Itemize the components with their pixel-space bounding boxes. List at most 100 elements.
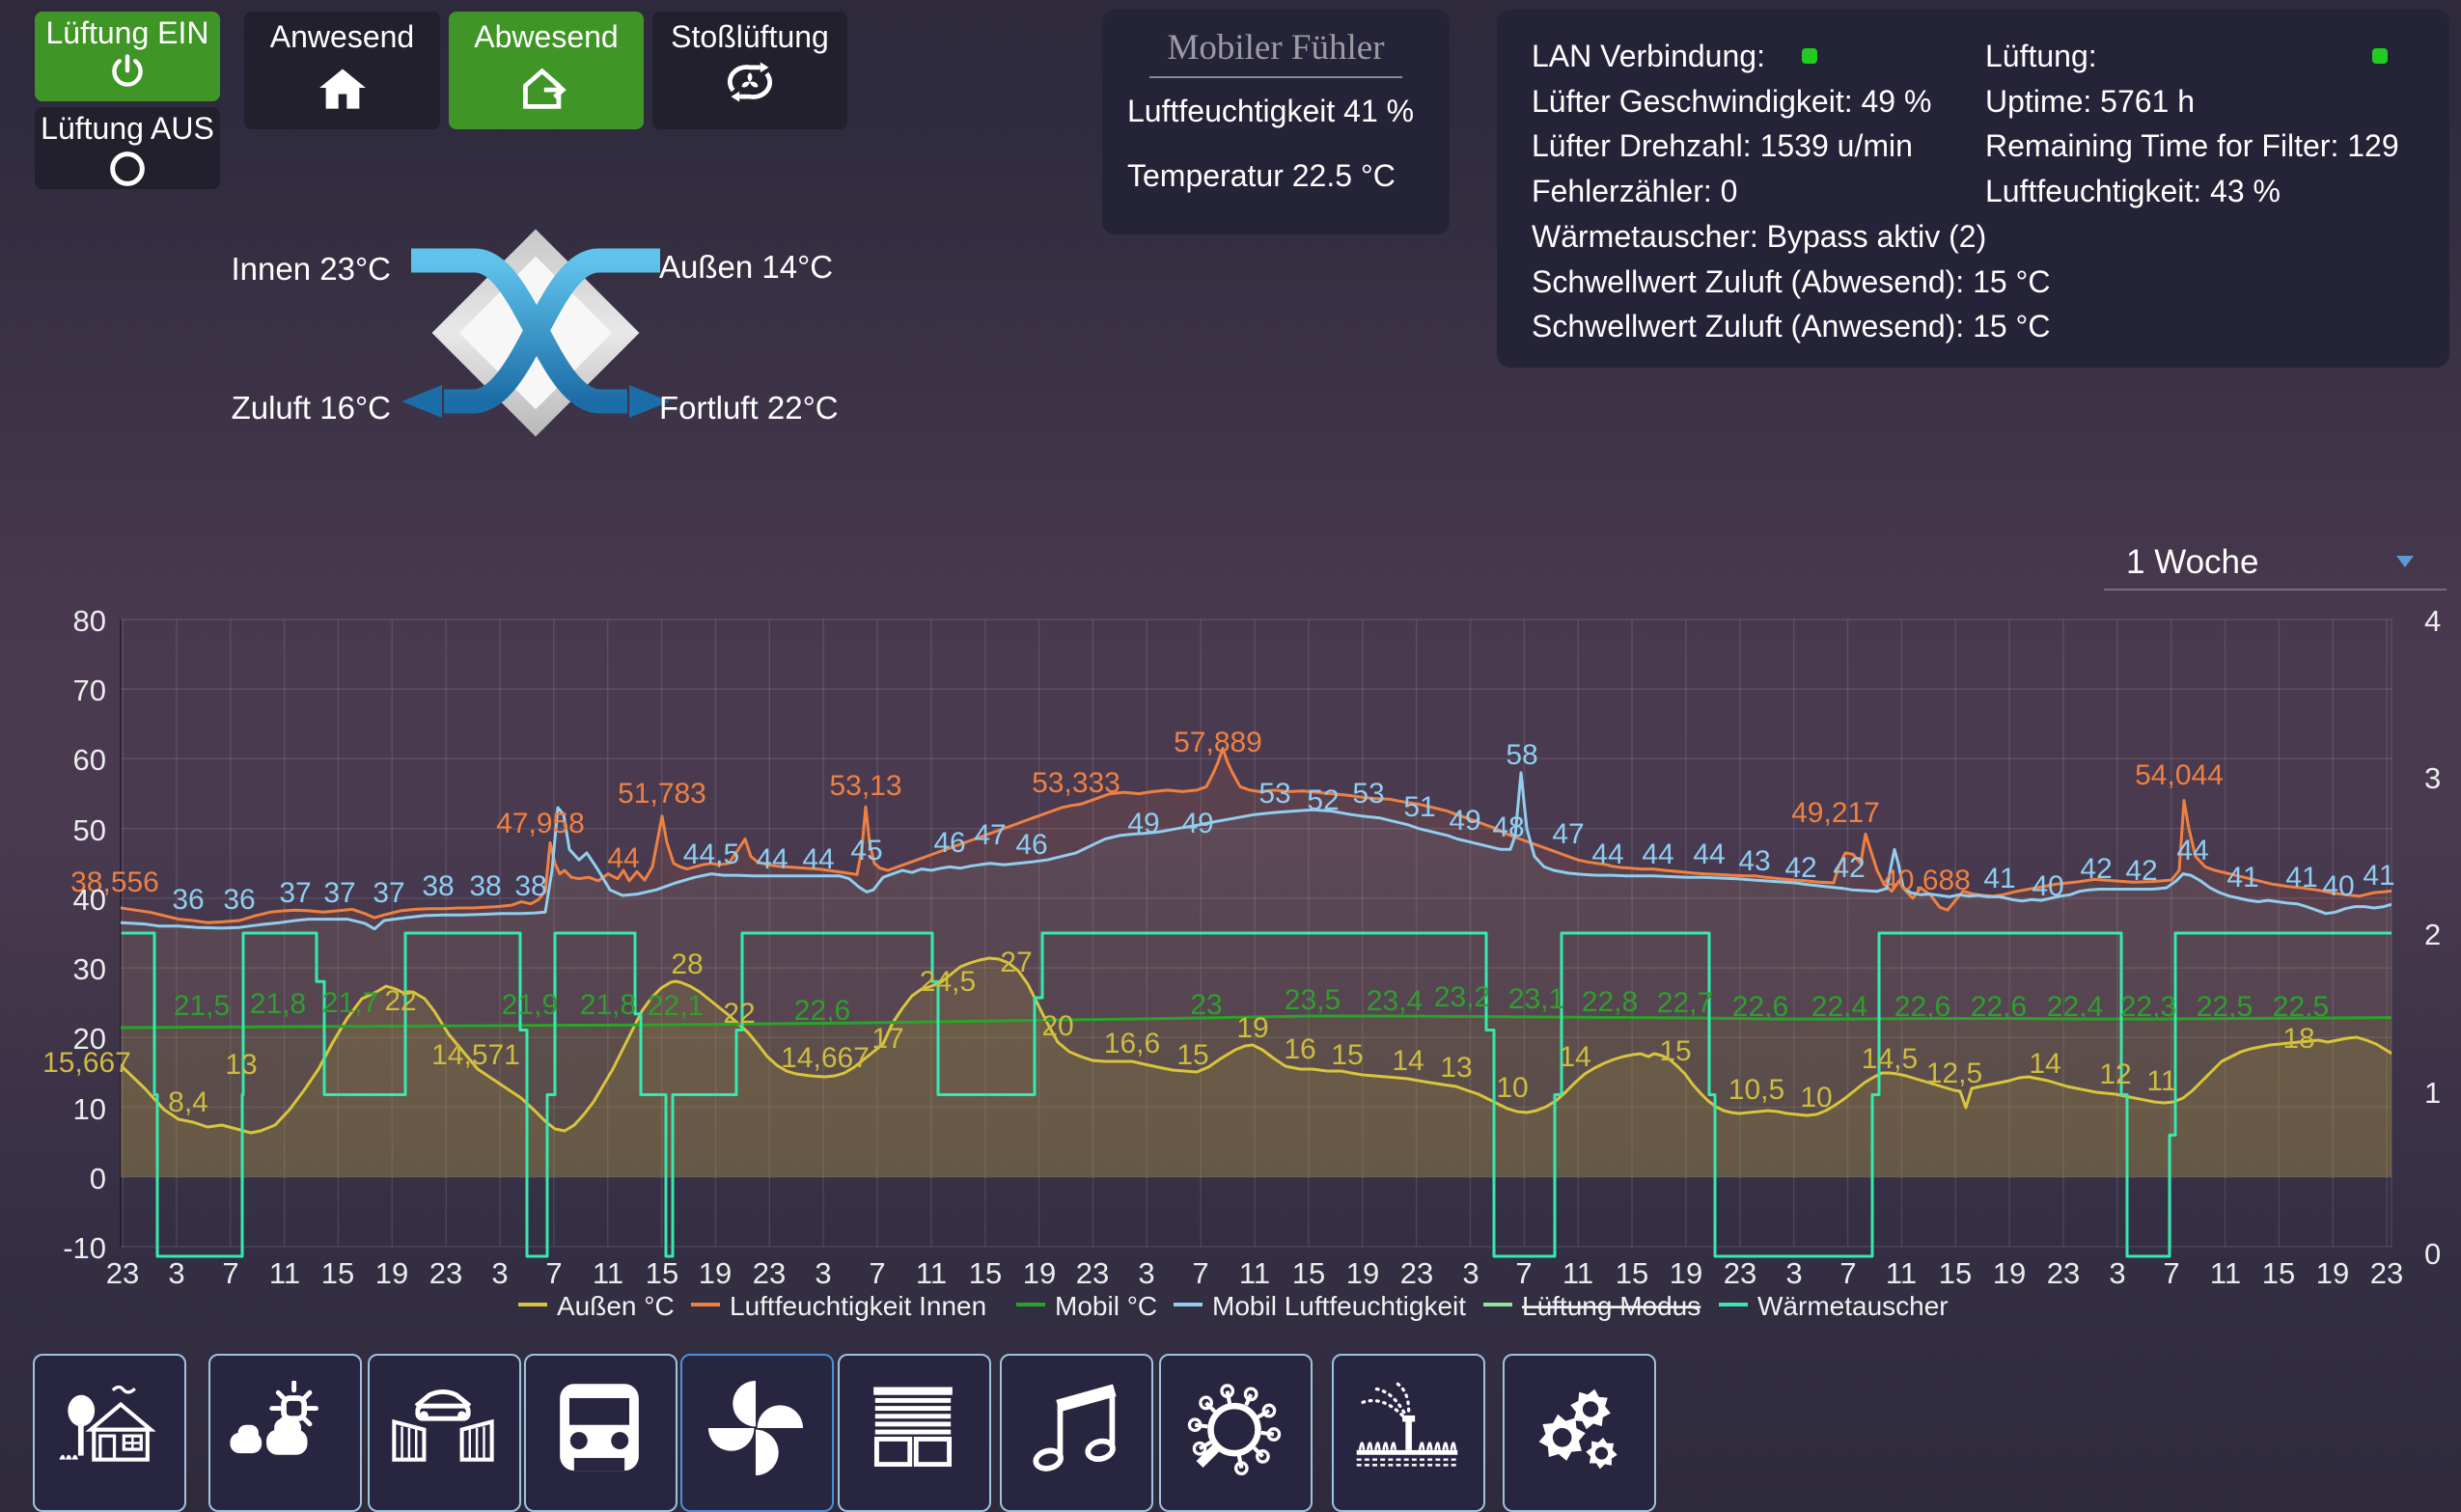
- svg-text:15: 15: [646, 1256, 678, 1290]
- svg-text:80: 80: [73, 604, 106, 638]
- svg-text:11: 11: [2146, 1065, 2176, 1097]
- svg-text:7: 7: [222, 1256, 238, 1290]
- svg-text:14: 14: [1559, 1041, 1590, 1073]
- svg-text:44: 44: [2176, 835, 2208, 866]
- svg-text:16: 16: [1284, 1033, 1315, 1065]
- svg-text:49: 49: [1127, 808, 1159, 839]
- svg-text:27: 27: [1000, 947, 1032, 978]
- svg-text:8,4: 8,4: [168, 1086, 208, 1118]
- svg-text:0: 0: [90, 1162, 106, 1196]
- svg-text:53,13: 53,13: [829, 770, 901, 802]
- svg-text:44: 44: [1591, 838, 1623, 870]
- svg-text:22,3: 22,3: [2120, 991, 2176, 1023]
- svg-text:15: 15: [321, 1256, 354, 1290]
- svg-text:50: 50: [73, 813, 106, 847]
- svg-text:57,889: 57,889: [1174, 727, 1262, 758]
- svg-text:53: 53: [1258, 778, 1290, 810]
- svg-text:3: 3: [2109, 1256, 2125, 1290]
- svg-text:10: 10: [1496, 1072, 1528, 1104]
- svg-text:49,217: 49,217: [1791, 797, 1880, 829]
- svg-text:12: 12: [2099, 1058, 2131, 1090]
- svg-text:43: 43: [1738, 845, 1770, 877]
- svg-text:16,6: 16,6: [1104, 1028, 1160, 1059]
- svg-text:11: 11: [1886, 1256, 1917, 1290]
- svg-text:23: 23: [429, 1256, 462, 1290]
- svg-text:Lüftung Modus: Lüftung Modus: [1522, 1291, 1701, 1321]
- svg-text:22,7: 22,7: [1657, 987, 1713, 1019]
- svg-text:47: 47: [974, 819, 1006, 851]
- svg-text:44: 44: [607, 842, 639, 874]
- svg-text:37: 37: [279, 877, 311, 909]
- svg-text:38: 38: [422, 870, 454, 902]
- svg-text:21,9: 21,9: [502, 989, 558, 1021]
- svg-text:49: 49: [1181, 808, 1213, 839]
- svg-text:23,5: 23,5: [1285, 984, 1341, 1016]
- svg-text:23: 23: [753, 1256, 786, 1290]
- svg-text:52: 52: [1307, 784, 1339, 816]
- svg-text:10: 10: [73, 1092, 106, 1126]
- svg-text:49: 49: [1449, 805, 1480, 837]
- svg-text:44: 44: [1642, 838, 1673, 870]
- svg-text:14: 14: [1392, 1045, 1424, 1077]
- svg-text:7: 7: [869, 1256, 885, 1290]
- svg-text:13: 13: [225, 1049, 257, 1081]
- svg-text:24,5: 24,5: [920, 966, 976, 998]
- svg-text:40: 40: [73, 883, 106, 917]
- svg-text:19: 19: [1236, 1012, 1268, 1044]
- svg-text:42: 42: [1784, 852, 1816, 884]
- svg-text:10,5: 10,5: [1728, 1074, 1784, 1106]
- svg-text:42: 42: [2080, 853, 2112, 885]
- svg-text:40: 40: [2032, 870, 2063, 902]
- svg-text:11: 11: [1239, 1256, 1270, 1290]
- svg-text:37: 37: [373, 877, 404, 909]
- svg-text:46: 46: [1015, 829, 1047, 861]
- svg-text:70: 70: [73, 674, 106, 707]
- svg-text:7: 7: [1515, 1256, 1532, 1290]
- svg-text:22,5: 22,5: [2197, 991, 2253, 1023]
- svg-text:3: 3: [815, 1256, 831, 1290]
- svg-text:44: 44: [802, 843, 834, 875]
- svg-text:21,7: 21,7: [322, 987, 378, 1019]
- svg-text:10: 10: [1800, 1082, 1832, 1113]
- svg-text:7: 7: [2163, 1256, 2179, 1290]
- svg-text:46: 46: [933, 827, 965, 859]
- svg-text:11: 11: [593, 1256, 623, 1290]
- svg-text:41: 41: [1983, 863, 2015, 894]
- svg-text:20: 20: [73, 1022, 106, 1056]
- svg-text:22,6: 22,6: [794, 995, 850, 1027]
- svg-text:Wärmetauscher: Wärmetauscher: [1757, 1291, 1949, 1321]
- svg-text:18: 18: [2282, 1023, 2314, 1055]
- svg-text:23,1: 23,1: [1508, 983, 1564, 1015]
- svg-text:47,958: 47,958: [496, 808, 585, 839]
- svg-text:23,2: 23,2: [1434, 981, 1490, 1013]
- svg-text:15: 15: [969, 1256, 1002, 1290]
- svg-text:17: 17: [871, 1023, 903, 1055]
- svg-text:7: 7: [545, 1256, 562, 1290]
- svg-text:14: 14: [2029, 1048, 2060, 1080]
- svg-text:19: 19: [1346, 1256, 1379, 1290]
- svg-text:38,556: 38,556: [70, 866, 159, 898]
- svg-text:22,6: 22,6: [1732, 991, 1788, 1023]
- svg-text:38: 38: [514, 870, 546, 902]
- svg-text:22,6: 22,6: [1894, 991, 1950, 1023]
- svg-text:22,1: 22,1: [648, 990, 704, 1022]
- svg-text:3: 3: [1462, 1256, 1479, 1290]
- svg-text:19: 19: [1993, 1256, 2026, 1290]
- svg-text:23: 23: [2370, 1256, 2403, 1290]
- svg-text:15: 15: [1659, 1035, 1691, 1067]
- svg-text:3: 3: [491, 1256, 508, 1290]
- svg-text:11: 11: [1562, 1256, 1593, 1290]
- svg-text:15: 15: [1616, 1256, 1648, 1290]
- svg-text:7: 7: [1192, 1256, 1208, 1290]
- svg-text:Außen °C: Außen °C: [557, 1291, 675, 1321]
- svg-text:44: 44: [756, 843, 788, 875]
- svg-text:47: 47: [1552, 818, 1584, 850]
- svg-text:7: 7: [1839, 1256, 1856, 1290]
- svg-text:3: 3: [168, 1256, 184, 1290]
- svg-text:19: 19: [1023, 1256, 1056, 1290]
- svg-text:23: 23: [1190, 989, 1222, 1021]
- svg-text:1: 1: [2424, 1076, 2441, 1110]
- svg-text:Luftfeuchtigkeit Innen: Luftfeuchtigkeit Innen: [730, 1291, 986, 1321]
- svg-text:21,8: 21,8: [250, 988, 306, 1020]
- svg-text:0: 0: [2424, 1237, 2441, 1271]
